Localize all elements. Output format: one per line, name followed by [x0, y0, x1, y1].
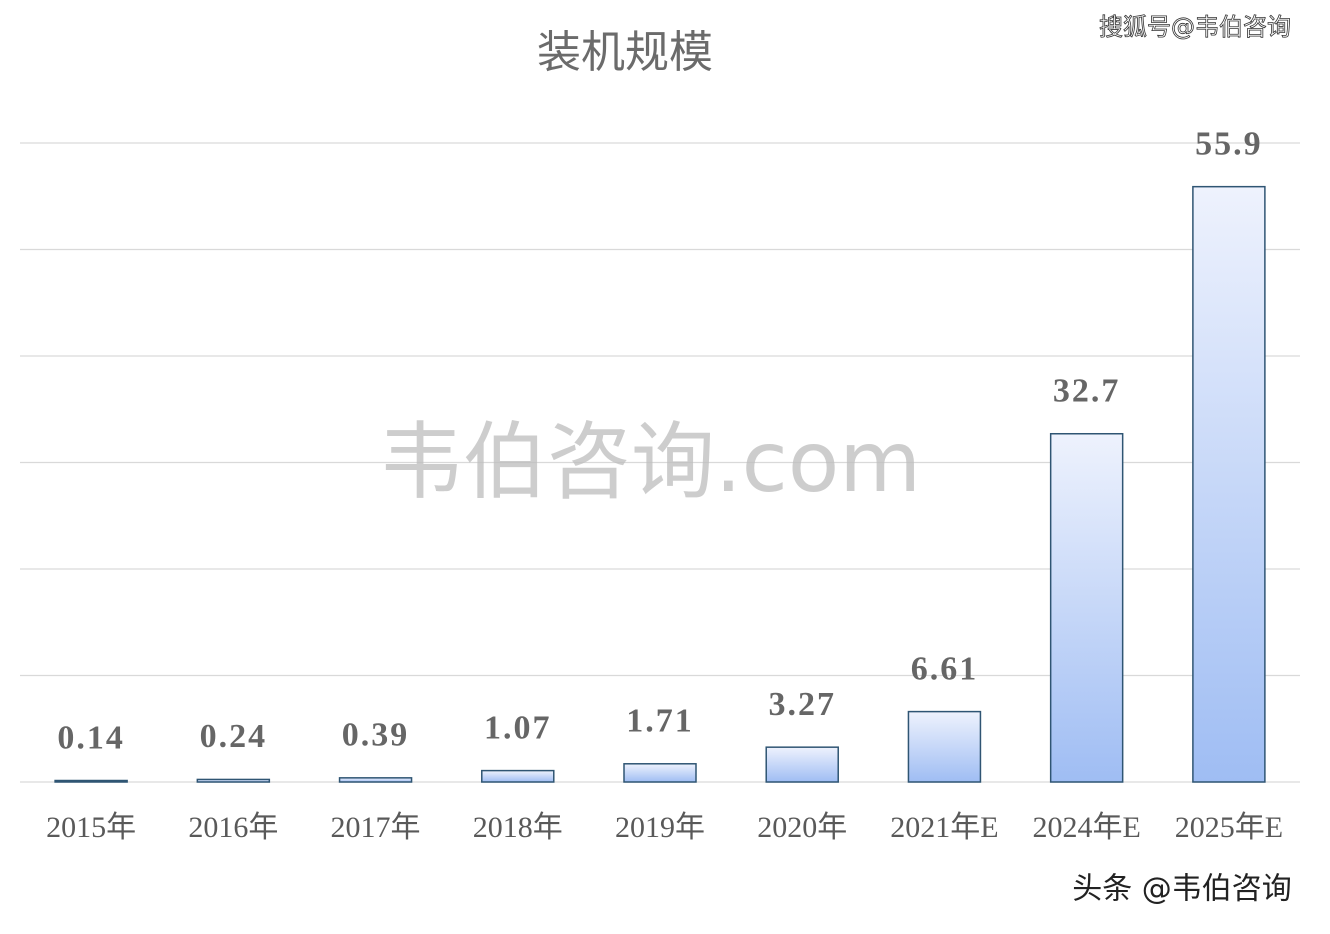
x-tick-label: 2021年E [890, 811, 998, 844]
watermark: 头条 @韦伯咨询 [1072, 872, 1292, 907]
watermark: 搜狐号@韦伯咨询 [1099, 13, 1291, 41]
x-tick-label: 2019年 [615, 811, 705, 844]
bar [54, 779, 128, 783]
data-label: 1.71 [626, 703, 694, 740]
bar [765, 746, 839, 783]
x-tick-label: 2024年E [1033, 811, 1141, 844]
data-label: 6.61 [911, 650, 979, 687]
x-tick-label: 2025年E [1175, 811, 1283, 844]
data-label: 3.27 [768, 686, 836, 723]
x-tick-label: 2020年 [757, 811, 847, 844]
bar [907, 710, 982, 783]
bar [338, 777, 413, 783]
data-label: 32.7 [1053, 373, 1121, 410]
chart-title: 装机规模 [537, 27, 713, 78]
bar [623, 763, 697, 783]
x-tick-label: 2016年 [188, 811, 278, 844]
x-tick-label: 2018年 [473, 811, 563, 844]
data-label: 55.9 [1195, 125, 1263, 162]
x-tick-label: 2015年 [46, 811, 136, 844]
data-label: 1.07 [484, 709, 552, 746]
bar [196, 778, 271, 783]
watermark: 韦伯咨询.com [379, 413, 921, 511]
bar [481, 769, 555, 783]
data-label: 0.24 [200, 718, 268, 755]
data-label: 0.14 [57, 719, 125, 756]
data-label: 0.39 [342, 717, 410, 754]
x-tick-label: 2017年 [331, 811, 421, 844]
bar [1049, 432, 1124, 783]
bar [1192, 185, 1266, 783]
